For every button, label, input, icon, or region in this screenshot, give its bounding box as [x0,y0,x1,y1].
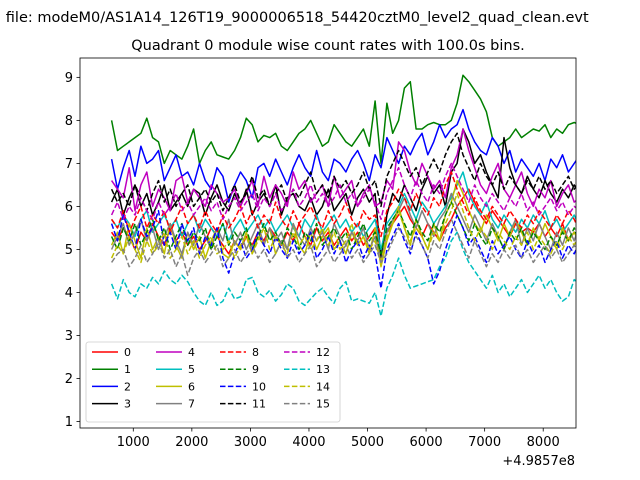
y-tick-label: 8 [65,114,73,129]
x-axis-offset-label: +4.9857e8 [502,454,575,469]
legend-label-1: 1 [124,363,131,376]
legend-label-9: 9 [252,363,259,376]
x-tick-label: 7000 [468,435,501,450]
series-line-14 [110,192,576,264]
legend-label-6: 6 [188,380,195,393]
series-line-4 [110,128,576,212]
legend-label-3: 3 [124,398,131,411]
legend-box [85,341,341,423]
x-tick-label: 5000 [351,435,384,450]
legend-label-4: 4 [188,346,195,359]
series-line-1 [110,74,576,165]
x-tick-label: 6000 [410,435,443,450]
series-line-2 [110,108,576,203]
series-line-12 [110,162,576,221]
series-line-10 [110,209,576,289]
y-tick-label: 4 [65,286,73,301]
figure-suptitle: n file: modeM0/AS1A14_126T19_9000006518_… [0,10,589,26]
y-tick-label: 2 [65,372,73,387]
y-tick-label: 7 [65,157,73,172]
series-line-8 [110,171,576,238]
legend-label-15: 15 [316,398,330,411]
series-line-3 [110,128,576,259]
x-tick-label: 8000 [527,435,560,450]
series-group [110,74,576,317]
series-line-11 [110,132,576,212]
chart-title: Quadrant 0 module wise count rates with … [131,38,525,54]
legend-label-0: 0 [124,346,131,359]
x-tick-label: 1000 [117,435,150,450]
x-tick-label: 4000 [292,435,325,450]
plot-frame [79,57,577,429]
legend-label-10: 10 [252,380,266,393]
y-tick-label: 9 [65,71,73,86]
x-tick-label: 3000 [234,435,267,450]
series-line-13 [110,231,576,317]
legend-label-7: 7 [188,398,195,411]
y-tick-label: 3 [65,329,73,344]
plot-area [110,74,576,317]
axes: 1000 2000 3000 4000 5000 6000 7000 800012345678… [65,57,577,450]
y-tick-label: 6 [65,200,73,215]
legend-label-14: 14 [316,380,330,393]
legend-label-5: 5 [188,363,195,376]
legend-label-11: 11 [252,398,266,411]
x-tick-label: 2000 [175,435,208,450]
legend-label-12: 12 [316,346,330,359]
legend-label-2: 2 [124,380,131,393]
y-tick-label: 5 [65,243,73,258]
legend-label-13: 13 [316,363,330,376]
y-tick-label: 1 [65,415,73,430]
series-line-15 [110,218,576,277]
legend-label-8: 8 [252,346,259,359]
